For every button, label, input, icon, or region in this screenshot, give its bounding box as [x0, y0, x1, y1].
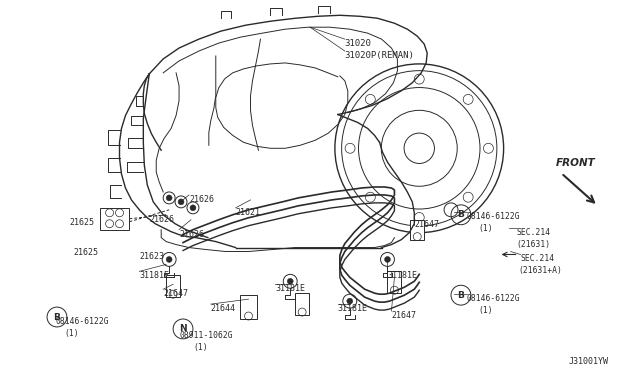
Text: 08146-6122G: 08146-6122G [56, 317, 109, 326]
Text: (1): (1) [479, 224, 493, 233]
Circle shape [345, 143, 355, 153]
Circle shape [365, 94, 375, 104]
Text: 31020: 31020 [345, 39, 372, 48]
Text: 21647: 21647 [392, 311, 417, 320]
Text: J31001YW: J31001YW [568, 357, 608, 366]
Text: (1): (1) [479, 306, 493, 315]
Bar [239, 295, 257, 319]
Text: (1): (1) [64, 329, 79, 338]
Bar [100, 208, 129, 230]
Circle shape [385, 256, 390, 262]
Circle shape [287, 278, 293, 284]
Text: (21631+A): (21631+A) [518, 266, 563, 275]
Text: 21623: 21623 [140, 251, 164, 260]
Circle shape [414, 212, 424, 222]
Bar [410, 220, 424, 240]
Text: 31181E: 31181E [387, 271, 417, 280]
Text: SEC.214: SEC.214 [516, 228, 550, 237]
Circle shape [463, 192, 473, 202]
Text: B: B [458, 210, 465, 219]
Text: 21647: 21647 [163, 289, 188, 298]
Text: (21631): (21631) [516, 240, 550, 248]
Text: 21625: 21625 [74, 247, 99, 257]
Text: 21626: 21626 [149, 215, 174, 224]
Text: 21647: 21647 [414, 220, 439, 229]
Text: 31020P(REMAN): 31020P(REMAN) [345, 51, 415, 60]
Text: 31181E: 31181E [275, 284, 305, 293]
Text: (1): (1) [193, 343, 207, 352]
Circle shape [166, 256, 172, 262]
Text: 21626: 21626 [179, 230, 204, 239]
Text: 21626: 21626 [189, 195, 214, 204]
Bar [295, 293, 309, 315]
Circle shape [414, 74, 424, 84]
Text: SEC.214: SEC.214 [520, 254, 555, 263]
Circle shape [347, 298, 353, 304]
Text: 08911-1062G: 08911-1062G [179, 331, 233, 340]
Text: N: N [179, 324, 187, 333]
Text: 21644: 21644 [211, 304, 236, 313]
Text: 21621: 21621 [236, 208, 260, 217]
Circle shape [463, 94, 473, 104]
Text: B: B [54, 312, 60, 321]
Text: 31181E: 31181E [338, 304, 368, 313]
Text: 08146-6122G: 08146-6122G [467, 294, 520, 303]
Text: 31181E: 31181E [140, 271, 170, 280]
Circle shape [178, 199, 184, 205]
Text: 21625: 21625 [70, 218, 95, 227]
Circle shape [166, 195, 172, 201]
Circle shape [365, 192, 375, 202]
Bar [166, 275, 180, 297]
Circle shape [483, 143, 493, 153]
Circle shape [190, 205, 196, 211]
Text: 08146-6122G: 08146-6122G [467, 212, 520, 221]
Text: B: B [458, 291, 465, 300]
Text: FRONT: FRONT [556, 158, 596, 168]
Bar [387, 271, 401, 293]
